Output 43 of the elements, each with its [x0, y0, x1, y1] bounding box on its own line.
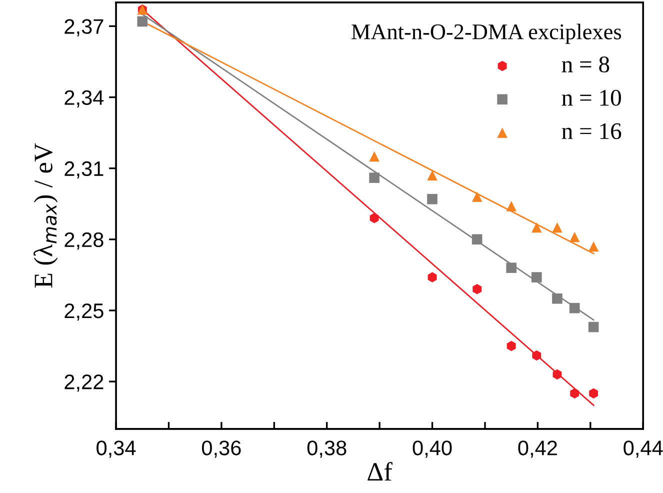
legend-label: n = 10 [562, 90, 621, 106]
point [427, 170, 438, 181]
y-tick-label: 2,22 [64, 374, 104, 392]
point [428, 272, 437, 282]
point [472, 284, 482, 294]
x-tick-label: 0,38 [307, 440, 346, 458]
point [472, 192, 482, 202]
y-tick-label: 2,25 [64, 303, 104, 321]
y-tick-label: 2,34 [64, 90, 104, 108]
point [506, 340, 516, 352]
x-tick-label: 0,42 [518, 440, 557, 458]
legend-title: MAnt-n-O-2-DMA exciplexes [352, 24, 622, 44]
point [137, 16, 148, 27]
point [552, 369, 562, 380]
point [570, 388, 580, 399]
x-tick-label: 0,36 [202, 440, 241, 458]
legend-label: n = 8 [562, 56, 610, 72]
point [531, 272, 542, 282]
point [369, 151, 380, 162]
point [552, 222, 562, 233]
y-tick-label: 2,37 [64, 19, 104, 36]
point [552, 293, 562, 304]
y-axis-title: E (λ$_{max}$) / eV [34, 143, 58, 288]
y-tick-label: 2,31 [64, 161, 104, 179]
x-axis-title: Δf [368, 462, 392, 481]
point [589, 388, 598, 399]
point [569, 232, 580, 242]
point [532, 350, 542, 361]
y-tick-label: 2,28 [64, 232, 104, 250]
x-tick-label: 0,40 [412, 440, 452, 458]
point [370, 212, 379, 224]
point [472, 234, 482, 245]
point [588, 241, 599, 252]
point [506, 201, 516, 212]
point [427, 194, 438, 204]
point [569, 302, 580, 314]
point [588, 322, 599, 332]
x-tick-label: 0,34 [96, 440, 136, 458]
x-tick-label: 0,44 [624, 440, 663, 458]
point [531, 222, 542, 233]
point [506, 262, 516, 273]
legend-label: n = 16 [562, 123, 622, 140]
point [369, 172, 380, 183]
